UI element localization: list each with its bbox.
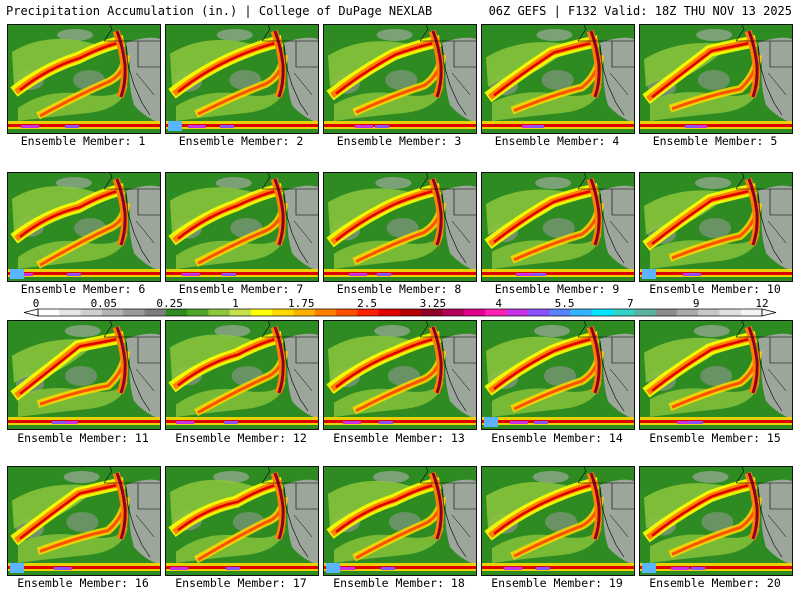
colorbar-max-arrow (761, 308, 777, 317)
colorbar-swatch (612, 309, 635, 316)
member-map (639, 466, 793, 576)
colorbar-min-arrow (23, 308, 39, 317)
colorbar-tick-label: 4 (495, 297, 502, 310)
colorbar-tick-label: 5.5 (555, 297, 575, 310)
colorbar-tick-label: 3.25 (420, 297, 447, 310)
colorbar-swatch (421, 309, 444, 316)
colorbar-swatch (591, 309, 614, 316)
member-caption: Ensemble Member: 16 (17, 576, 149, 590)
colorbar-swatch (208, 309, 231, 316)
colorbar-tick-label: 2.5 (357, 297, 377, 310)
colorbar-tick-label: 12 (755, 297, 768, 310)
member-caption: Ensemble Member: 14 (491, 431, 623, 445)
colorbar-tick-label: 1 (232, 297, 239, 310)
member-map (165, 24, 319, 134)
member-caption: Ensemble Member: 17 (175, 576, 307, 590)
colorbar-swatch (165, 309, 188, 316)
member-caption: Ensemble Member: 20 (649, 576, 781, 590)
precip-colorbar: 0 0.05 0.25 1 1.75 2.5 3.25 4 5.5 7 9 12 (23, 297, 777, 317)
member-caption: Ensemble Member: 8 (336, 282, 462, 296)
member-caption: Ensemble Member: 5 (652, 134, 778, 148)
member-map (481, 172, 635, 282)
colorbar-swatch (144, 309, 167, 316)
colorbar-swatch (527, 309, 550, 316)
colorbar-tick-label: 7 (627, 297, 634, 310)
colorbar-tick-label: 0.25 (156, 297, 183, 310)
member-map (481, 466, 635, 576)
member-map (7, 172, 161, 282)
colorbar-tick-label: 1.75 (288, 297, 315, 310)
colorbar-swatch (676, 309, 699, 316)
member-map (323, 172, 477, 282)
colorbar-swatch (698, 309, 720, 316)
colorbar-swatch (506, 309, 529, 316)
member-caption: Ensemble Member: 13 (333, 431, 465, 445)
member-map (165, 172, 319, 282)
member-caption: Ensemble Member: 9 (494, 282, 620, 296)
member-map (639, 320, 793, 430)
member-caption: Ensemble Member: 18 (333, 576, 465, 590)
member-caption: Ensemble Member: 15 (649, 431, 781, 445)
colorbar-tick-label: 0.05 (91, 297, 118, 310)
colorbar-swatch (485, 309, 507, 316)
colorbar-frame (37, 308, 763, 317)
member-map (639, 172, 793, 282)
chart-title: Precipitation Accumulation (in.) | Colle… (6, 4, 433, 18)
run-info: 06Z GEFS | F132 Valid: 18Z THU NOV 13 20… (488, 4, 792, 18)
colorbar-swatch (38, 309, 60, 316)
colorbar-swatch (549, 309, 571, 316)
member-map (323, 320, 477, 430)
colorbar-swatch (250, 309, 273, 316)
colorbar-swatch (357, 309, 380, 316)
member-caption: Ensemble Member: 3 (336, 134, 462, 148)
colorbar-swatch (400, 309, 422, 316)
colorbar-swatch (314, 309, 337, 316)
member-map (481, 24, 635, 134)
member-caption: Ensemble Member: 12 (175, 431, 307, 445)
colorbar-swatch (101, 309, 124, 316)
member-caption: Ensemble Member: 1 (20, 134, 146, 148)
member-map (165, 466, 319, 576)
colorbar-swatch (463, 309, 486, 316)
member-caption: Ensemble Member: 4 (494, 134, 620, 148)
colorbar-swatch (634, 309, 657, 316)
member-caption: Ensemble Member: 6 (20, 282, 146, 296)
member-map (7, 24, 161, 134)
member-caption: Ensemble Member: 11 (17, 431, 149, 445)
member-map (7, 320, 161, 430)
member-map (481, 320, 635, 430)
member-caption: Ensemble Member: 2 (178, 134, 304, 148)
member-map (7, 466, 161, 576)
colorbar-tick-label: 9 (693, 297, 700, 310)
colorbar-swatch (378, 309, 401, 316)
colorbar-swatch (80, 309, 103, 316)
colorbar-swatch (570, 309, 593, 316)
member-caption: Ensemble Member: 7 (178, 282, 304, 296)
colorbar-swatch (719, 309, 742, 316)
member-map (165, 320, 319, 430)
colorbar-swatch (187, 309, 209, 316)
colorbar-swatch (655, 309, 678, 316)
member-map (323, 466, 477, 576)
colorbar-swatch (336, 309, 358, 316)
member-caption: Ensemble Member: 10 (649, 282, 781, 296)
colorbar-swatch (229, 309, 252, 316)
member-caption: Ensemble Member: 19 (491, 576, 623, 590)
colorbar-swatch (293, 309, 316, 316)
member-map (323, 24, 477, 134)
colorbar-tick-label: 0 (33, 297, 40, 310)
colorbar-swatch (59, 309, 82, 316)
colorbar-swatch (123, 309, 145, 316)
colorbar-swatch (272, 309, 295, 316)
colorbar-swatch (740, 309, 763, 316)
colorbar-swatch (442, 309, 465, 316)
member-map (639, 24, 793, 134)
